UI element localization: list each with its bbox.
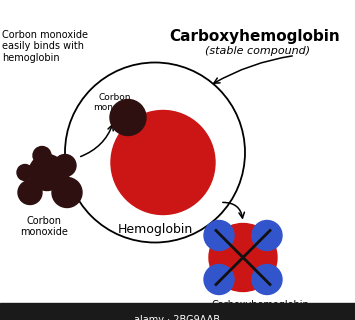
Text: Corbon
monoxide: Corbon monoxide — [93, 92, 137, 112]
Circle shape — [204, 220, 234, 251]
Text: alamy · 2BG9AAB: alamy · 2BG9AAB — [135, 315, 220, 320]
Text: Carboxyhemoglobin: Carboxyhemoglobin — [169, 29, 340, 44]
Circle shape — [209, 223, 277, 292]
Circle shape — [52, 178, 82, 207]
Circle shape — [252, 265, 282, 294]
Circle shape — [252, 220, 282, 251]
Circle shape — [110, 100, 146, 135]
Circle shape — [33, 147, 51, 164]
Bar — [0, 302, 355, 320]
Text: Hemoglobin: Hemoglobin — [118, 222, 193, 236]
Text: Corbon
monoxide: Corbon monoxide — [20, 215, 68, 237]
Text: Corbon monoxide
easily binds with
hemoglobin: Corbon monoxide easily binds with hemogl… — [2, 29, 88, 63]
Circle shape — [18, 180, 42, 204]
Text: Carboxyhemoglobin
cannot bind with, and
carry, oxygen: Carboxyhemoglobin cannot bind with, and … — [212, 300, 319, 320]
Text: (stable compound): (stable compound) — [205, 45, 310, 55]
Circle shape — [29, 155, 65, 190]
Circle shape — [204, 265, 234, 294]
Circle shape — [111, 110, 215, 214]
Circle shape — [54, 155, 76, 177]
Circle shape — [17, 164, 33, 180]
